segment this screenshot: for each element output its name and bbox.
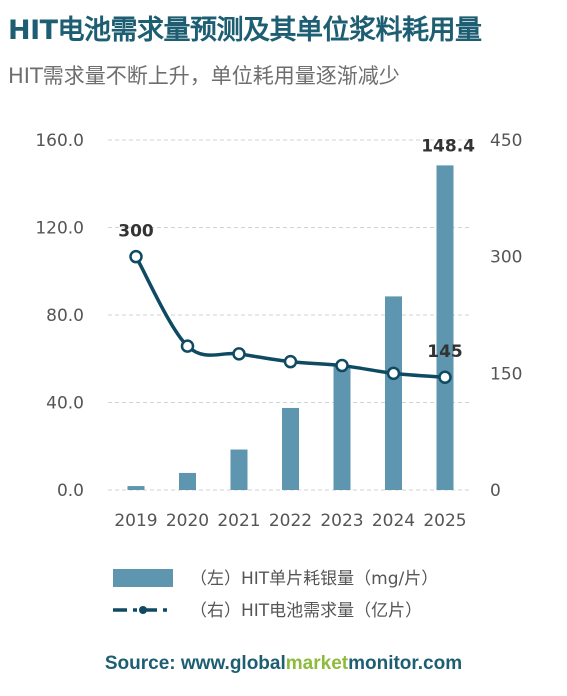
bar	[127, 486, 145, 490]
y-right-tick-label: 300	[490, 248, 522, 268]
chart-title: HIT电池需求量预测及其单位浆料耗用量	[8, 15, 482, 46]
x-tick-label: 2021	[217, 511, 260, 531]
source-part-monitor: monitor	[348, 653, 418, 674]
y-left-tick-label: 80.0	[46, 306, 84, 326]
line-point	[335, 358, 349, 373]
y-right-tick-label: 0	[490, 481, 501, 501]
line-point	[129, 249, 143, 264]
source-suffix: .com	[417, 653, 463, 674]
line-point	[180, 339, 195, 353]
bar	[333, 366, 351, 490]
bar	[385, 296, 402, 490]
source-prefix: Source: www.	[104, 653, 230, 674]
source-part-market: market	[285, 653, 349, 674]
bar	[282, 407, 299, 490]
data-label: 300	[118, 222, 154, 242]
legend-swatch-bar	[113, 569, 173, 587]
legend-label-bar: （左）HIT单片耗银量（mg/片）	[190, 569, 438, 589]
combo-chart: 0.0 40.0 80.0 120.0 160.0 0 150 300 450 2019 2020 2…	[35, 131, 522, 621]
y-left-tick-label: 40.0	[46, 394, 84, 414]
bar	[436, 165, 454, 490]
bar	[179, 472, 196, 490]
bar	[230, 449, 248, 490]
line-point	[283, 354, 298, 369]
y-left-tick-label: 160.0	[35, 131, 84, 151]
x-tick-label: 2023	[320, 511, 363, 531]
x-tick-label: 2020	[166, 511, 209, 531]
x-tick-label: 2019	[114, 511, 157, 531]
line-point	[386, 366, 401, 381]
source-line: Source: www.globalmarketmonitor.com	[0, 653, 567, 675]
x-tick-label: 2024	[372, 511, 415, 531]
line-point	[232, 347, 246, 361]
source-part-global: global	[229, 653, 286, 674]
data-label: 145	[427, 342, 463, 362]
data-label: 148.4	[421, 136, 475, 156]
line-point	[438, 370, 452, 384]
chart-subtitle: HIT需求量不断上升，单位耗用量逐渐减少	[8, 64, 400, 88]
y-left-tick-label: 0.0	[57, 481, 84, 501]
y-left-tick-label: 120.0	[35, 219, 84, 239]
legend-swatch-line-marker	[139, 606, 147, 614]
y-right-tick-label: 150	[490, 364, 522, 384]
x-tick-label: 2025	[423, 511, 466, 531]
x-tick-label: 2022	[269, 511, 312, 531]
legend-label-line: （右）HIT电池需求量（亿片）	[190, 601, 422, 621]
y-right-tick-label: 450	[490, 131, 522, 151]
